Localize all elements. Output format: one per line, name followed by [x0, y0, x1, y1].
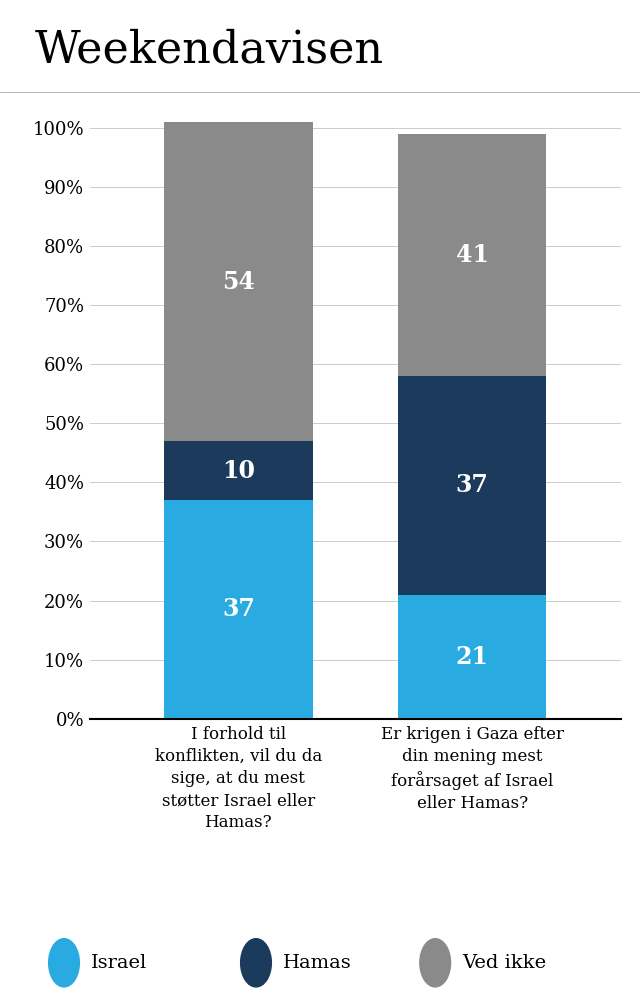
Text: 37: 37 — [456, 473, 488, 497]
Text: Israel: Israel — [91, 954, 147, 972]
Text: Ved ikke: Ved ikke — [462, 954, 546, 972]
Bar — [397, 376, 547, 595]
Bar — [164, 441, 313, 500]
Text: 54: 54 — [222, 269, 255, 293]
Text: I forhold til
konflikten, vil du da
sige, at du mest
støtter Israel eller
Hamas?: I forhold til konflikten, vil du da sige… — [155, 726, 322, 831]
Text: Er krigen i Gaza efter
din mening mest
forårsaget af Israel
eller Hamas?: Er krigen i Gaza efter din mening mest f… — [381, 726, 564, 812]
Bar — [164, 123, 313, 441]
Text: Weekendavisen: Weekendavisen — [35, 28, 385, 71]
Text: 37: 37 — [222, 597, 255, 621]
Bar — [397, 134, 547, 376]
Bar — [164, 500, 313, 719]
Text: 21: 21 — [456, 644, 488, 668]
Text: 41: 41 — [456, 243, 488, 267]
Bar — [397, 595, 547, 719]
Text: 10: 10 — [222, 458, 255, 482]
Text: Hamas: Hamas — [283, 954, 351, 972]
